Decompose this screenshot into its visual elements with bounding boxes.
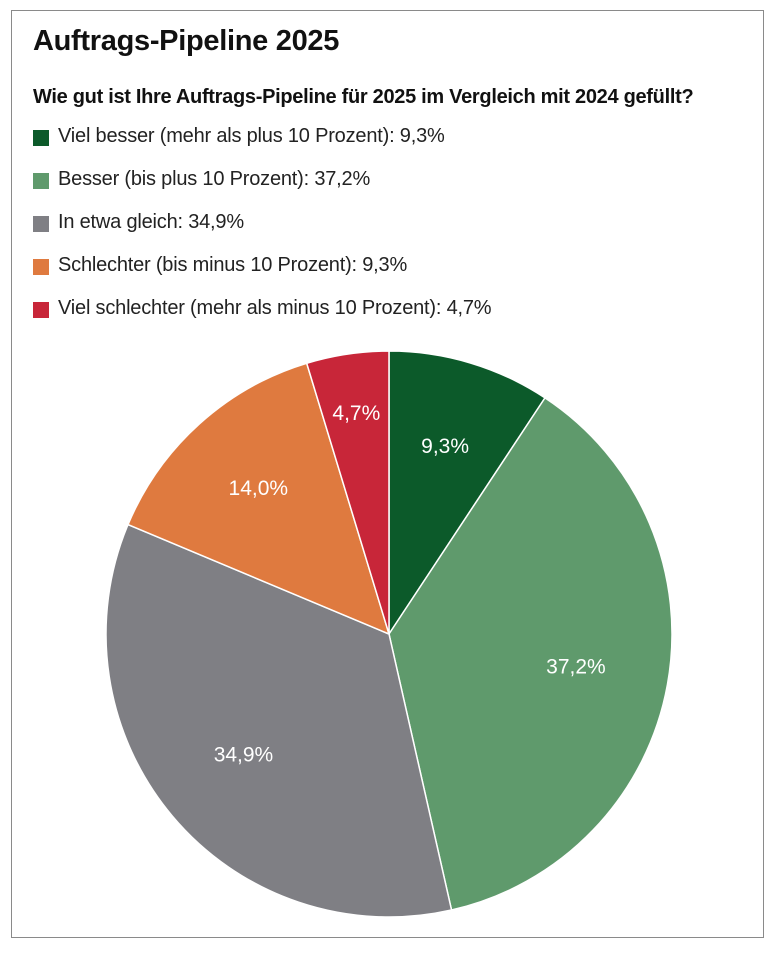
slice-label: 14,0%: [229, 477, 289, 500]
legend-item: Schlechter (bis minus 10 Prozent): 9,3%: [33, 254, 491, 297]
pie-slice: [388, 396, 673, 911]
legend-swatch: [33, 216, 49, 232]
legend-item: Viel besser (mehr als plus 10 Prozent): …: [33, 125, 491, 168]
chart-frame: [11, 10, 764, 938]
legend: Viel besser (mehr als plus 10 Prozent): …: [33, 125, 492, 340]
slice-label: 34,9%: [214, 744, 274, 767]
slice-label: 4,7%: [332, 402, 380, 425]
pie-slice: [388, 350, 547, 637]
legend-label: Schlechter (bis minus 10 Prozent): 9,3%: [58, 254, 408, 276]
chart-title: Auftrags-Pipeline 2025: [33, 25, 340, 57]
pie-slice: [105, 523, 453, 918]
legend-item: Besser (bis plus 10 Prozent): 37,2%: [33, 168, 491, 211]
legend-item: In etwa gleich: 34,9%: [33, 211, 491, 254]
slice-label: 9,3%: [421, 435, 469, 458]
legend-label: Viel schlechter (mehr als minus 10 Proze…: [58, 297, 492, 319]
pie-slice: [305, 350, 390, 635]
legend-swatch: [33, 259, 49, 275]
slice-label: 37,2%: [546, 656, 606, 679]
legend-swatch: [33, 173, 49, 189]
chart-subtitle: Wie gut ist Ihre Auftrags-Pipeline für 2…: [33, 86, 694, 108]
legend-item: Viel schlechter (mehr als minus 10 Proze…: [33, 297, 492, 340]
legend-label: Besser (bis plus 10 Prozent): 37,2%: [58, 168, 371, 190]
pie-slice: [127, 362, 391, 636]
legend-label: In etwa gleich: 34,9%: [58, 211, 244, 233]
legend-label: Viel besser (mehr als plus 10 Prozent): …: [58, 125, 445, 147]
legend-swatch: [33, 130, 49, 146]
legend-swatch: [33, 302, 49, 318]
